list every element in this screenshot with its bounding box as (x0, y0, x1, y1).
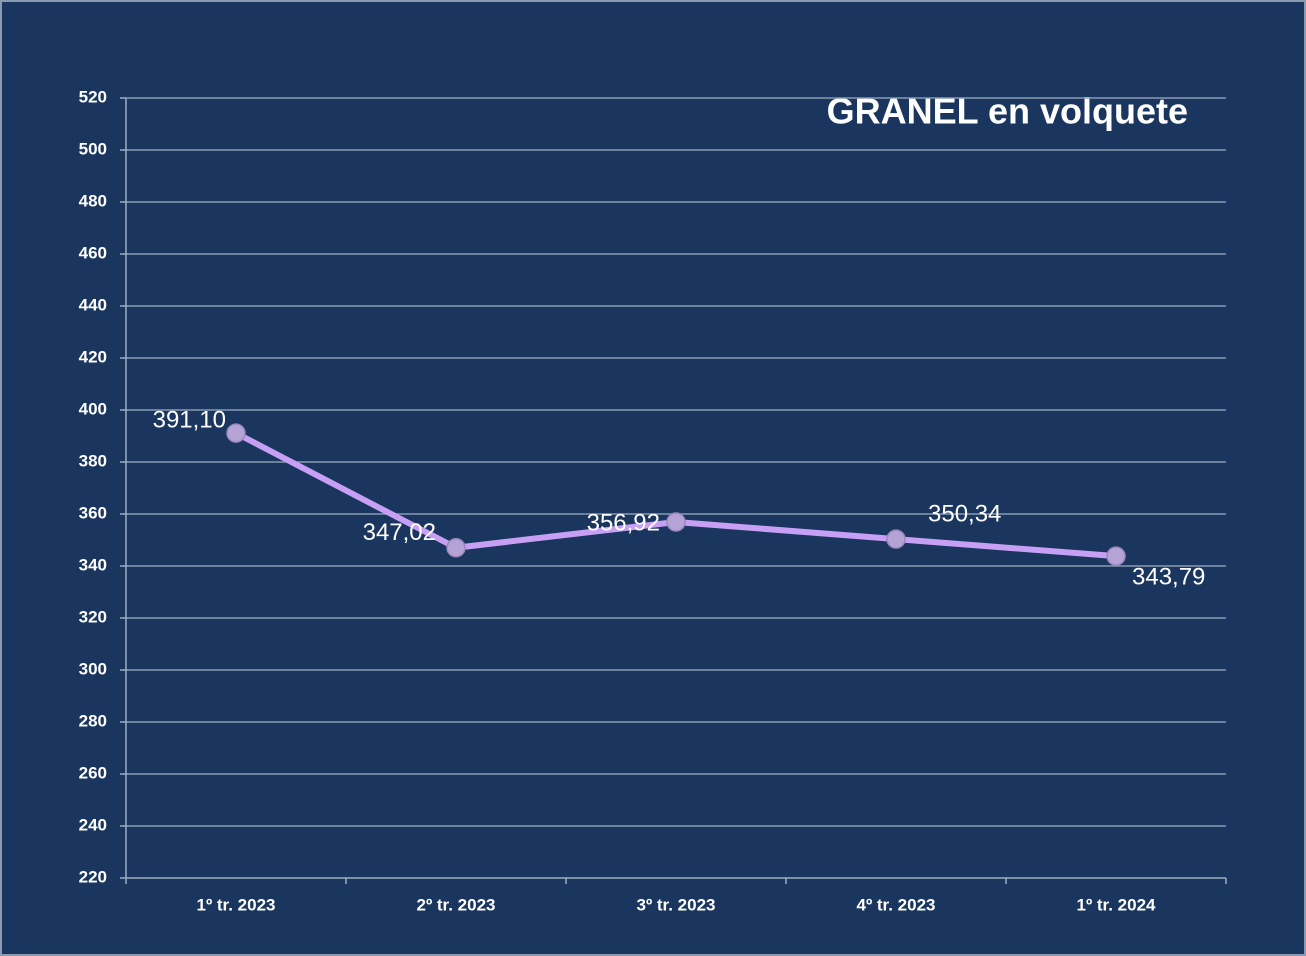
y-tick-label: 440 (79, 295, 107, 314)
y-tick-label: 320 (79, 607, 107, 626)
chart-title: GRANEL en volquete (827, 91, 1188, 132)
data-point (666, 512, 686, 532)
y-tick-label: 220 (79, 867, 107, 886)
y-tick-label: 480 (79, 191, 107, 210)
y-tick-label: 460 (79, 243, 107, 262)
y-tick-label: 340 (79, 555, 107, 574)
data-label: 356,92 (587, 509, 660, 536)
data-point (446, 537, 466, 558)
data-point (886, 529, 906, 549)
y-tick-label: 500 (79, 139, 107, 158)
y-tick-label: 360 (79, 503, 107, 522)
data-point (1106, 546, 1126, 566)
data-label: 343,79 (1132, 563, 1205, 590)
x-tick-label: 2º tr. 2023 (417, 895, 496, 914)
data-label: 347,02 (363, 519, 436, 546)
data-label: 350,34 (928, 500, 1001, 527)
x-tick-label: 3º tr. 2023 (637, 895, 716, 914)
data-point (226, 423, 246, 443)
y-tick-label: 300 (79, 659, 107, 678)
x-tick-label: 1º tr. 2024 (1077, 895, 1157, 914)
y-tick-label: 260 (79, 763, 107, 782)
x-tick-label: 4º tr. 2023 (857, 895, 936, 914)
y-tick-label: 280 (79, 711, 107, 730)
y-tick-label: 240 (79, 815, 107, 834)
y-tick-label: 420 (79, 347, 107, 366)
y-tick-label: 520 (79, 87, 107, 106)
data-label: 391,10 (153, 406, 226, 433)
y-tick-label: 400 (79, 399, 107, 418)
x-tick-label: 1º tr. 2023 (197, 895, 276, 914)
y-tick-label: 380 (79, 451, 107, 470)
